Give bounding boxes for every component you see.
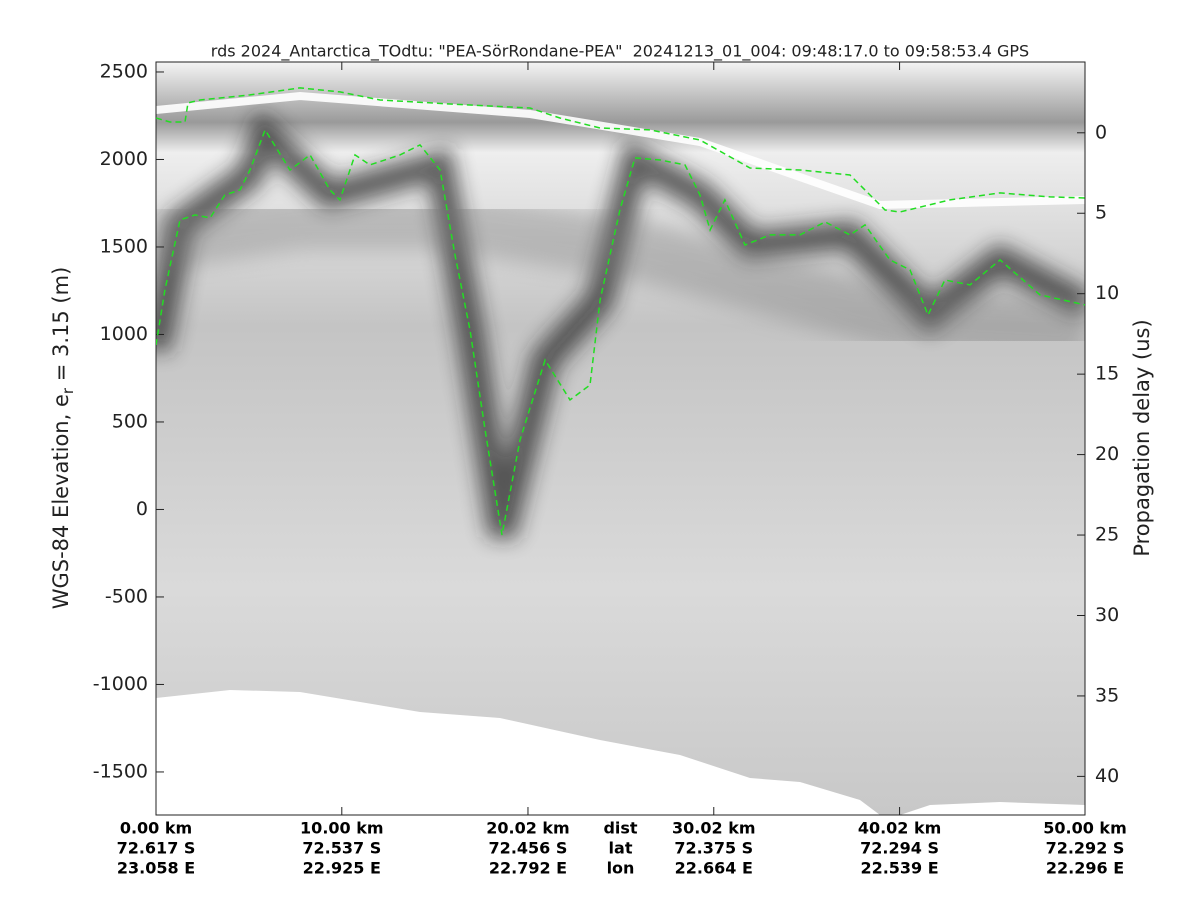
x-tick-label: 40.02 km xyxy=(858,819,942,838)
x-tick-lat: 72.617 S xyxy=(117,839,196,858)
y-axis-label: WGS-84 Elevation, er = 3.15 (m) xyxy=(49,267,77,610)
y-tick-label: 2500 xyxy=(100,60,148,82)
x-tick-lat: 72.375 S xyxy=(674,839,753,858)
echogram xyxy=(156,62,1085,815)
y2-tick-label: 15 xyxy=(1095,363,1119,385)
x-tick-lat: 72.537 S xyxy=(302,839,381,858)
x-tick-lon: 22.539 E xyxy=(860,859,938,878)
y-tick-label: -1500 xyxy=(93,760,148,782)
x-tick-label: 20.02 km xyxy=(486,819,570,838)
x-tick-lat: 72.292 S xyxy=(1046,839,1125,858)
y-tick-label: 500 xyxy=(112,410,148,432)
series-line xyxy=(156,87,1085,213)
row-header: dist xyxy=(603,819,637,838)
y-tick-label: -500 xyxy=(105,585,148,607)
y2-tick-label: 40 xyxy=(1095,765,1119,787)
x-tick-lon: 23.058 E xyxy=(117,859,195,878)
y-tick-label: 1500 xyxy=(100,235,148,257)
x-tick-lon: 22.792 E xyxy=(489,859,567,878)
y-tick-label: 2000 xyxy=(100,148,148,170)
y-label-sub: r xyxy=(59,387,77,394)
y2-tick-label: 35 xyxy=(1095,684,1119,706)
x-tick-label: 50.00 km xyxy=(1043,819,1127,838)
x-tick-lat: 72.294 S xyxy=(860,839,939,858)
y-tick-label: 0 xyxy=(136,498,148,520)
x-tick-lon: 22.925 E xyxy=(303,859,381,878)
y-label-text: WGS-84 Elevation, e xyxy=(49,394,73,609)
y2-tick-label: 25 xyxy=(1095,524,1119,546)
plot-frame xyxy=(155,61,1086,816)
y-label-rest: = 3.15 (m) xyxy=(49,267,73,388)
y2-tick-label: 10 xyxy=(1095,282,1119,304)
x-tick-lat: 72.456 S xyxy=(489,839,568,858)
y2-tick-label: 30 xyxy=(1095,604,1119,626)
y2-tick-label: 20 xyxy=(1095,443,1119,465)
x-tick-label: 10.00 km xyxy=(300,819,384,838)
y2-tick-label: 0 xyxy=(1095,121,1107,143)
x-tick-label: 30.02 km xyxy=(672,819,756,838)
y2-axis-label: Propagation delay (us) xyxy=(1130,319,1154,556)
x-tick-label: 0.00 km xyxy=(120,819,192,838)
row-header: lon xyxy=(607,859,635,878)
series-line xyxy=(156,128,1085,536)
y2-tick-label: 5 xyxy=(1095,202,1107,224)
y-tick-label: 1000 xyxy=(100,323,148,345)
x-tick-lon: 22.296 E xyxy=(1046,859,1124,878)
x-tick-lon: 22.664 E xyxy=(675,859,753,878)
y-tick-label: -1000 xyxy=(93,673,148,695)
chart-title: rds 2024_Antarctica_TOdtu: "PEA-SörRonda… xyxy=(211,42,1029,62)
row-header: lat xyxy=(609,839,633,858)
